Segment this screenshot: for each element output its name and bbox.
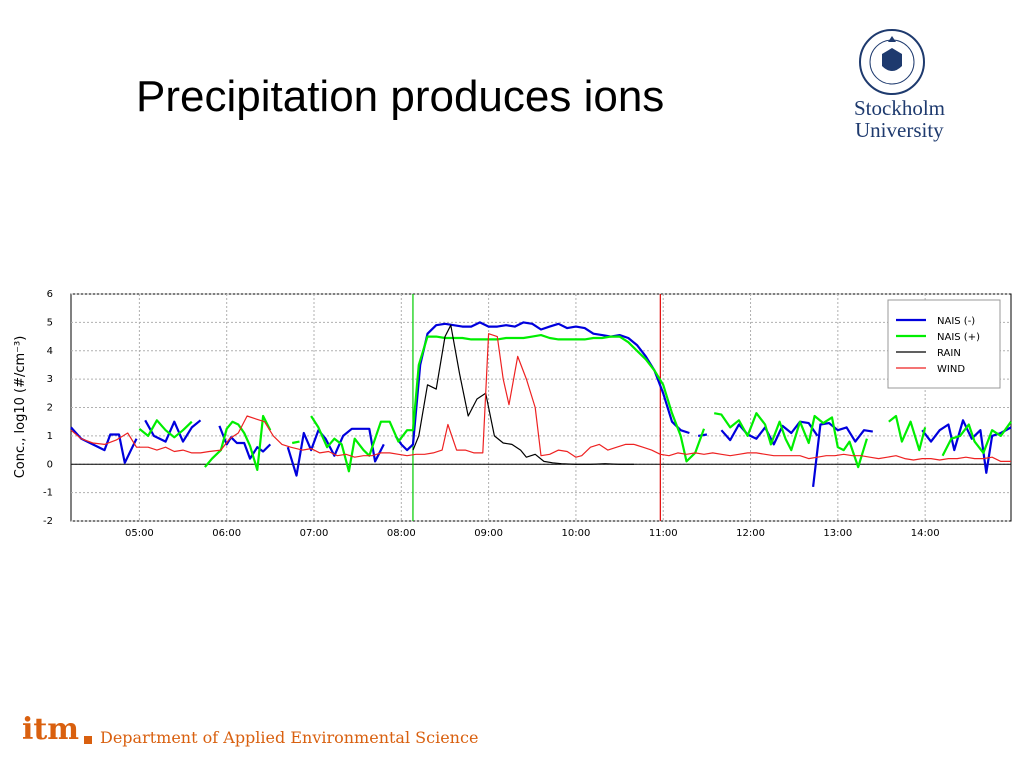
x-tick-label: 12:00 xyxy=(736,528,765,539)
series-layer xyxy=(70,321,1012,488)
y-tick-label: -2 xyxy=(43,516,53,527)
series-rain xyxy=(412,324,635,465)
legend-label: WIND xyxy=(937,364,965,375)
series-line xyxy=(286,427,385,477)
ion-concentration-chart: 6 5 4 3 2 1 0 -1 -2 05:00 06:00 07:00 08:00 09:00 10:… xyxy=(13,289,1012,539)
series-line xyxy=(138,419,193,439)
series-line xyxy=(921,419,1012,474)
series-wind xyxy=(70,333,1011,462)
university-seal-icon xyxy=(859,29,925,95)
logo-wordmark-line1: Stockholm xyxy=(854,96,946,120)
x-tick-label: 08:00 xyxy=(387,528,416,539)
y-tick-label: 4 xyxy=(47,346,53,357)
series-line xyxy=(291,440,300,445)
x-tick-labels: 05:00 06:00 07:00 08:00 09:00 10:00 11:00 12:00… xyxy=(125,528,940,539)
chart-legend: NAIS (-) NAIS (+) RAIN WIND xyxy=(887,299,1001,389)
page-title: Precipitation produces ions xyxy=(136,72,665,121)
legend-label: NAIS (-) xyxy=(937,316,975,327)
footer-logo-dot xyxy=(84,736,92,744)
y-tick-label: -1 xyxy=(43,488,53,499)
series-line xyxy=(204,414,272,471)
x-tick-label: 06:00 xyxy=(212,528,241,539)
y-axis-label: Conc., log10 (#/cm⁻³) xyxy=(13,336,28,479)
series-line xyxy=(713,412,868,469)
y-tick-label: 2 xyxy=(47,403,53,414)
series-line xyxy=(941,421,1012,457)
y-tick-label: 3 xyxy=(47,374,53,385)
x-tick-label: 09:00 xyxy=(474,528,503,539)
x-tick-label: 14:00 xyxy=(911,528,940,539)
legend-label: NAIS (+) xyxy=(937,332,980,343)
series-line xyxy=(218,425,272,460)
series-line xyxy=(394,321,690,452)
series-line xyxy=(412,324,635,465)
y-tick-label: 6 xyxy=(47,289,53,300)
series-line xyxy=(144,419,202,443)
y-tick-label: 5 xyxy=(47,317,53,328)
y-tick-labels: 6 5 4 3 2 1 0 -1 -2 xyxy=(43,289,53,527)
logo-wordmark-line2: University xyxy=(855,118,944,142)
series-line xyxy=(888,414,927,452)
x-tick-label: 05:00 xyxy=(125,528,154,539)
grid-lines xyxy=(71,293,1011,522)
footer-department: Department of Applied Environmental Scie… xyxy=(100,728,479,747)
x-tick-label: 10:00 xyxy=(562,528,591,539)
reference-lines xyxy=(71,294,1011,521)
y-tick-label: 0 xyxy=(47,459,53,470)
series-line xyxy=(70,333,1011,462)
x-tick-label: 11:00 xyxy=(649,528,678,539)
series-nais xyxy=(70,321,1012,488)
footer-logo-itm: itm xyxy=(22,712,79,747)
x-tick-label: 13:00 xyxy=(823,528,852,539)
series-line xyxy=(812,422,873,488)
x-tick-label: 07:00 xyxy=(300,528,329,539)
y-tick-label: 1 xyxy=(47,431,53,442)
legend-label: RAIN xyxy=(937,348,961,359)
